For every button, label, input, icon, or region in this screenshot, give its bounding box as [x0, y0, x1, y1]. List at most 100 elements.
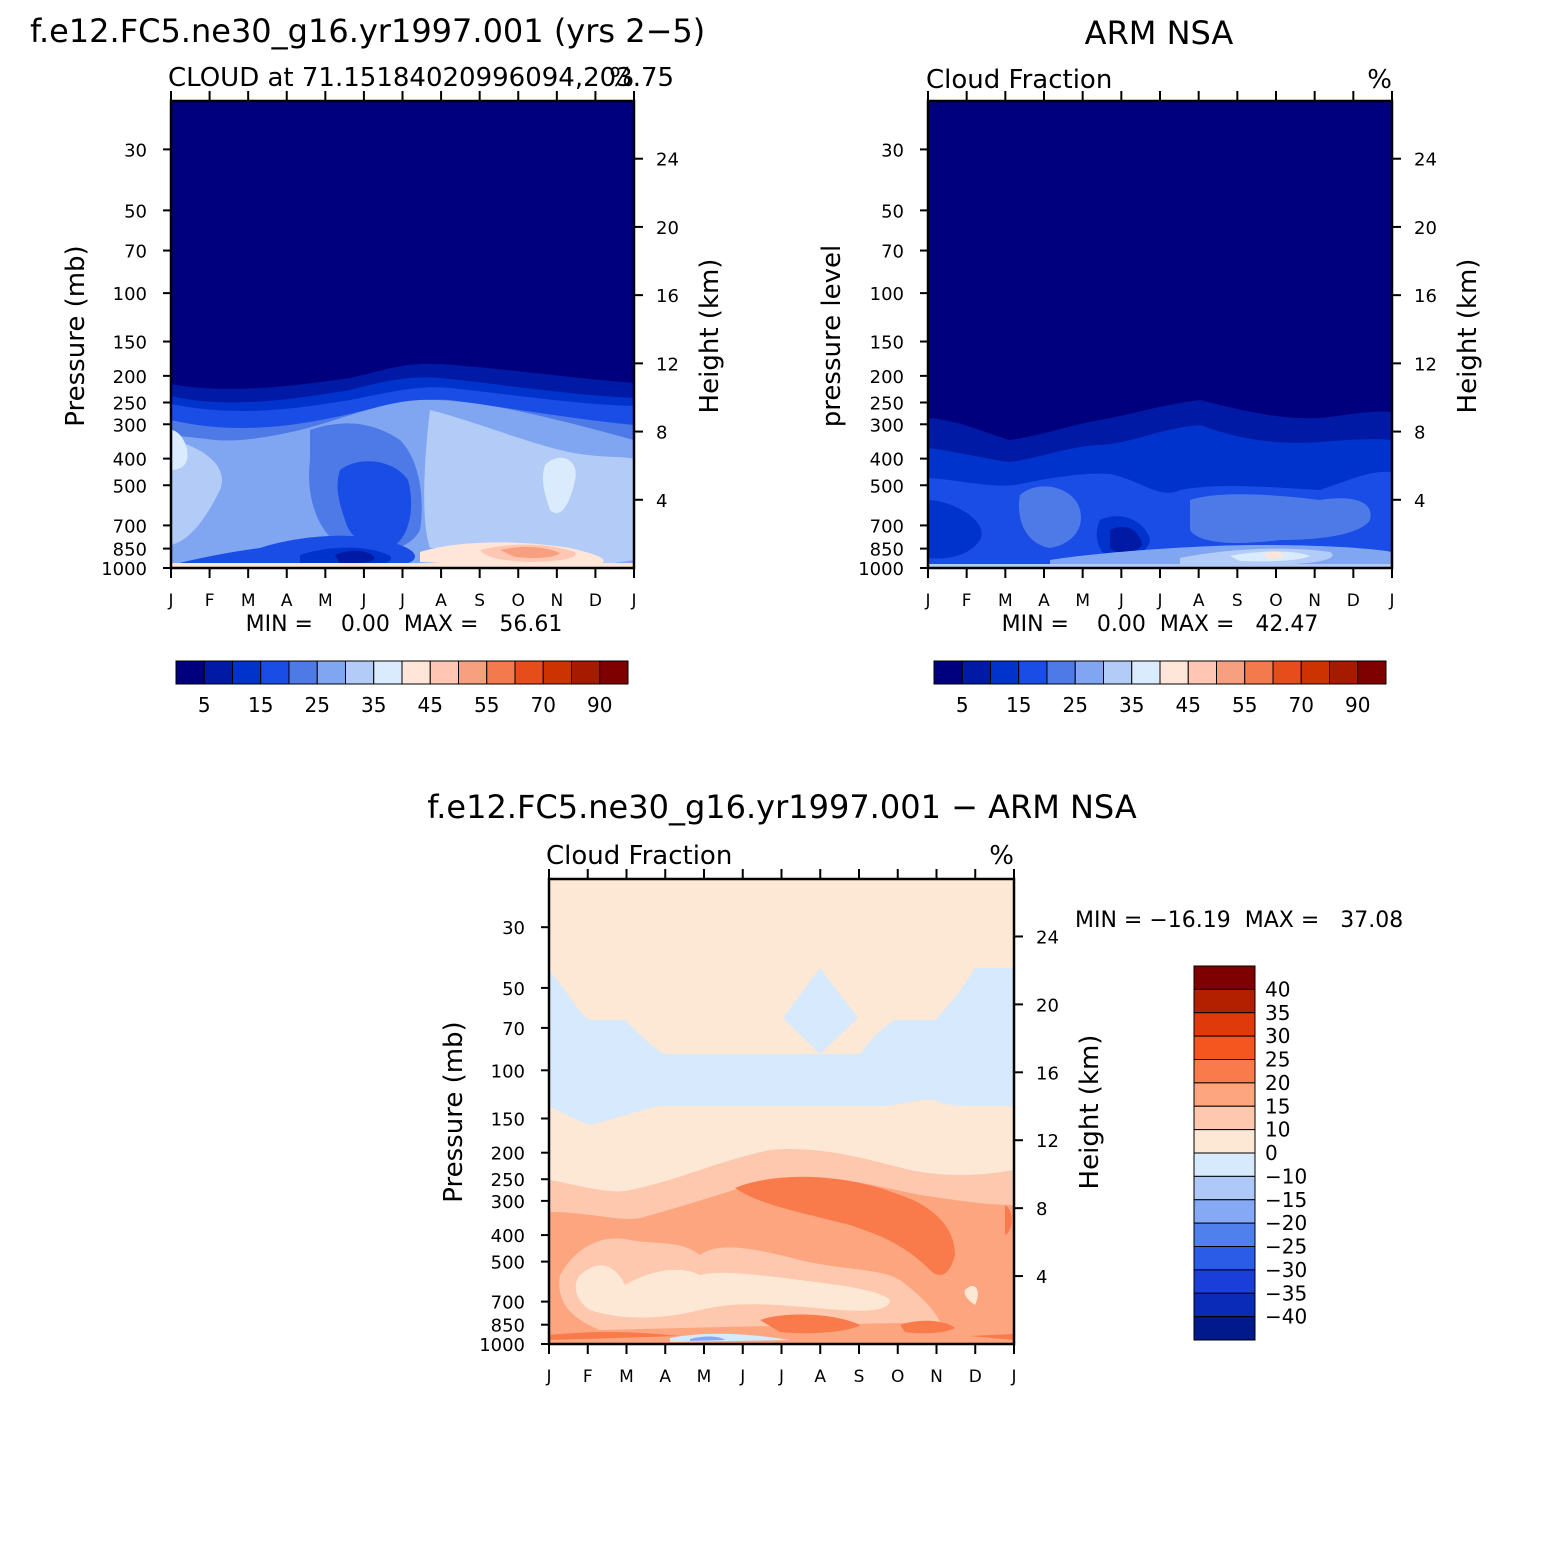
x-tick-label: M [998, 591, 1013, 611]
x-tick-label: J [739, 1367, 745, 1387]
colorbar-box [542, 660, 572, 685]
x-tick-label: M [697, 1367, 712, 1387]
y2-tick-label: 20 [1414, 218, 1437, 239]
colorbar-box [990, 660, 1020, 685]
colorbar-box [486, 660, 516, 685]
x-tick-label: A [281, 591, 293, 611]
colorbar-label: 70 [1289, 693, 1314, 717]
y2-tick-label: 24 [1414, 150, 1437, 171]
x-tick-label: A [435, 591, 447, 611]
colorbar-box [1244, 660, 1274, 685]
colorbar-label: 20 [1265, 1071, 1290, 1095]
y-tick-label: 100 [113, 284, 147, 305]
colorbar-box [599, 660, 629, 685]
colorbar-box [1046, 660, 1076, 685]
colorbar-label: 25 [305, 693, 330, 717]
colorbar-box [1193, 1316, 1256, 1341]
panel-left-label: Cloud Fraction [926, 65, 1112, 95]
colorbar-box [232, 660, 262, 685]
colorbar-label: −30 [1265, 1258, 1307, 1282]
y-tick-label: 50 [881, 201, 904, 222]
y-tick-label: 1000 [858, 559, 904, 580]
colorbar-label: 35 [1119, 693, 1144, 717]
colorbar-label: 90 [1345, 693, 1370, 717]
colorbar-label: 55 [1232, 693, 1257, 717]
y2-tick-label: 16 [656, 286, 679, 307]
y2-axis-title: Height (km) [1453, 259, 1483, 414]
colorbar-label: −20 [1265, 1211, 1307, 1235]
panel-left-label: CLOUD at 71.15184020996094,203.75 [168, 63, 674, 93]
colorbar-label: 45 [1176, 693, 1201, 717]
panel-obs: ARM NSA Cloud Fraction % pressure level … [817, 14, 1483, 637]
colorbar-box [1193, 1292, 1256, 1318]
y2-axis-title: Height (km) [1075, 1035, 1105, 1190]
y2-tick-label: 12 [1414, 354, 1437, 375]
x-tick-label: F [205, 591, 215, 611]
y-tick-label: 1000 [101, 559, 147, 580]
colorbar-box [1103, 660, 1133, 685]
colorbar-box [1193, 1035, 1256, 1060]
y-tick-label: 500 [491, 1253, 525, 1274]
colorbar-label: 35 [1265, 1001, 1290, 1025]
x-tick-label: D [969, 1367, 982, 1387]
colorbar-box [933, 660, 963, 685]
y-tick-label: 150 [870, 333, 904, 354]
y-tick-label: 850 [491, 1316, 525, 1337]
colorbar-box [1216, 660, 1246, 685]
colorbar-box [1272, 660, 1302, 685]
colorbar-box [1193, 988, 1256, 1014]
colorbar-label: −25 [1265, 1235, 1307, 1259]
y-tick-label: 30 [502, 918, 525, 939]
colorbar-box [175, 660, 205, 685]
colorbar-label: 55 [474, 693, 499, 717]
colorbar-box [260, 660, 290, 685]
colorbar-box [1329, 660, 1359, 685]
y-tick-label: 700 [113, 516, 147, 537]
panel-header: ARM NSA [1085, 14, 1234, 52]
x-tick-label: N [550, 591, 563, 611]
colorbar-box [1193, 1129, 1256, 1154]
x-tick-label: J [545, 1367, 551, 1387]
panel-diff: f.e12.FC5.ne30_g16.yr1997.001 − ARM NSA … [427, 788, 1403, 1346]
colorbar-obs: 5 15 25 35 45 55 70 90 [933, 660, 1387, 717]
colorbar-label: 0 [1265, 1141, 1278, 1165]
y-tick-label: 250 [870, 394, 904, 415]
colorbar-box [1193, 965, 1256, 990]
colorbar-label: −35 [1265, 1281, 1307, 1305]
y-tick-label: 50 [124, 201, 147, 222]
colorbar-box [1357, 660, 1387, 685]
colorbar-box [514, 660, 544, 685]
y-tick-label: 70 [502, 1019, 525, 1040]
colorbar-box [1159, 660, 1189, 685]
y-tick-label: 30 [881, 140, 904, 161]
colorbar-label: 25 [1265, 1048, 1290, 1072]
colorbar-label: 5 [198, 693, 211, 717]
panel-right-label: % [989, 841, 1014, 871]
y-axis-title: Pressure (mb) [439, 1021, 469, 1202]
x-tick-label: O [512, 591, 525, 611]
x-tick-label: S [1232, 591, 1243, 611]
y2-tick-label: 8 [656, 423, 667, 444]
x-tick-label: N [930, 1367, 943, 1387]
y2-axis-title: Height (km) [695, 259, 725, 414]
colorbar-label: −40 [1265, 1305, 1307, 1329]
y-tick-label: 850 [870, 540, 904, 561]
colorbar-box [345, 660, 375, 685]
x-tick-label: F [962, 591, 972, 611]
colorbar-box [961, 660, 991, 685]
y-tick-label: 850 [113, 540, 147, 561]
colorbar-box [1193, 1105, 1256, 1131]
x-tick-label: J [1010, 1367, 1016, 1387]
colorbar-box [1193, 1152, 1256, 1177]
y-tick-label: 300 [113, 415, 147, 436]
x-tick-label: J [630, 591, 636, 611]
y2-tick-label: 8 [1036, 1199, 1047, 1220]
colorbar-label: 10 [1265, 1118, 1290, 1142]
y2-tick-label: 20 [656, 218, 679, 239]
x-tick-label: J [924, 591, 930, 611]
x-tick-label: D [589, 591, 602, 611]
colorbar-label: 15 [248, 693, 273, 717]
colorbar-label: 40 [1265, 977, 1290, 1001]
